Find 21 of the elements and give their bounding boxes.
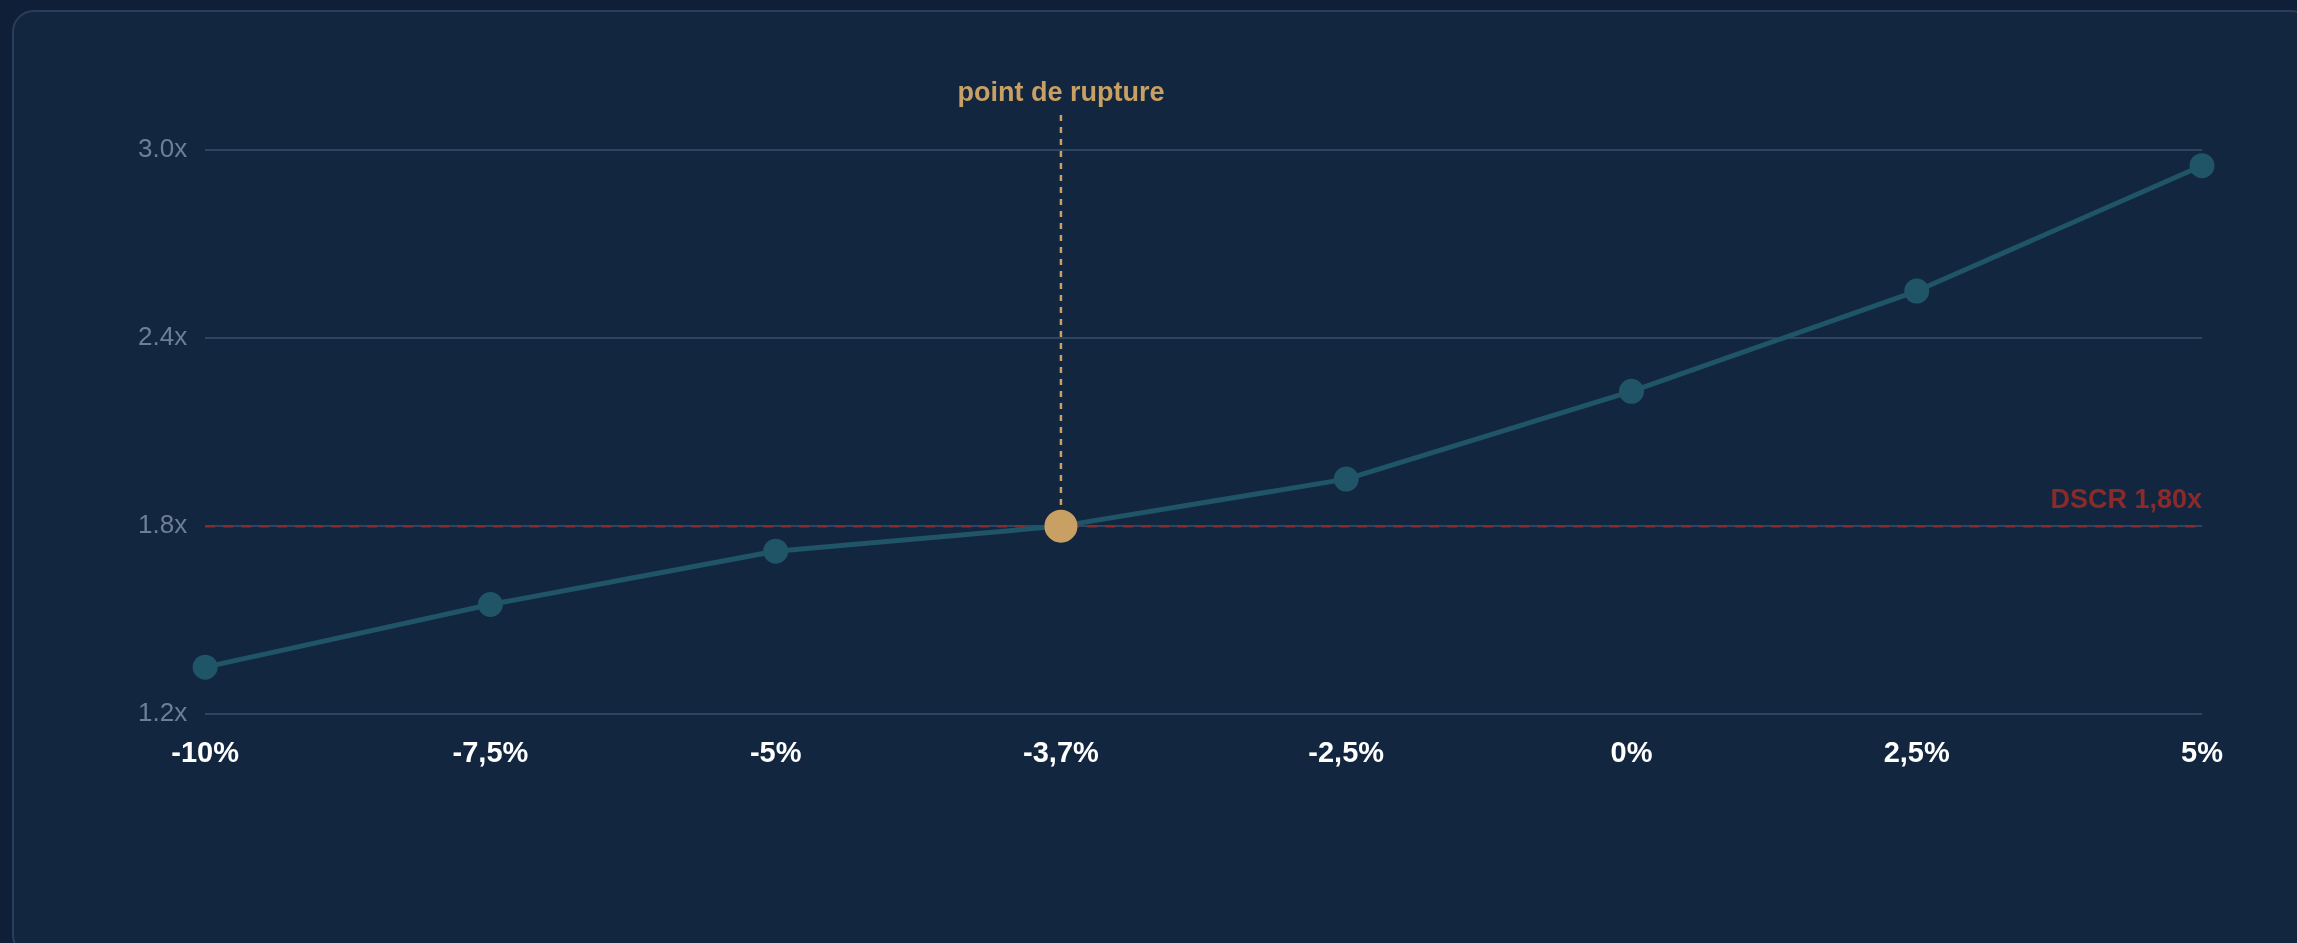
- point: [763, 538, 789, 564]
- x-tick-label: -7,5%: [452, 735, 529, 768]
- point: [477, 591, 503, 617]
- x-tick-label: 5%: [2181, 735, 2224, 768]
- point: [2189, 153, 2215, 179]
- y-tick-label: 3.0x: [137, 133, 188, 164]
- x-tick-label: -10%: [171, 735, 240, 768]
- x-tick-label: -5%: [749, 735, 802, 768]
- ref-line-label: point de rupture: [957, 76, 1165, 107]
- point: [1618, 378, 1644, 404]
- x-tick-label: -2,5%: [1308, 735, 1385, 768]
- x-tick-label: -3,7%: [1023, 735, 1100, 768]
- x-tick-label: 2,5%: [1883, 735, 1950, 768]
- point: [1904, 278, 1930, 304]
- point: [192, 654, 218, 680]
- y-tick-label: 1.2x: [137, 697, 188, 728]
- x-tick-label: 0%: [1610, 735, 1653, 768]
- point: [1333, 466, 1359, 492]
- y-tick-label: 2.4x: [137, 321, 188, 352]
- y-tick-label: 1.8x: [137, 509, 188, 540]
- ref-line-label: DSCR 1,80x: [2050, 484, 2202, 515]
